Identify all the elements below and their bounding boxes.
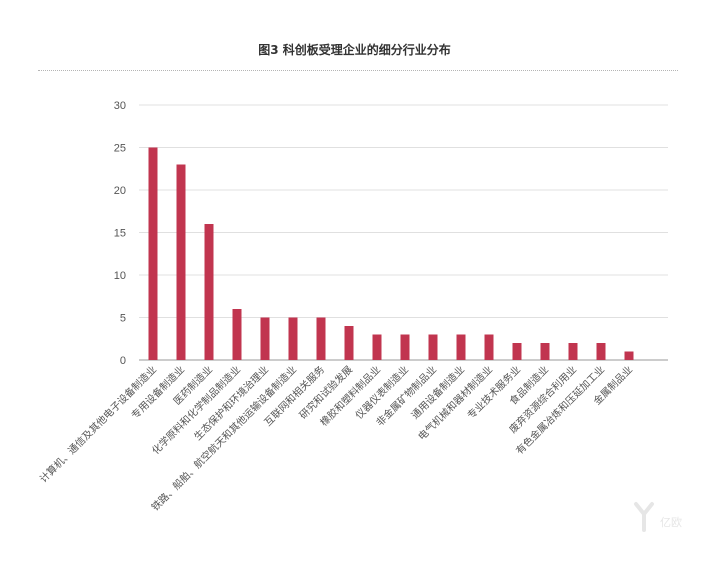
bar bbox=[260, 317, 270, 360]
bar bbox=[148, 147, 158, 360]
bar bbox=[428, 334, 438, 360]
y-tick-label: 25 bbox=[114, 143, 126, 155]
chart-title: 图3 科创板受理企业的细分行业分布 bbox=[258, 43, 451, 57]
y-tick-label: 20 bbox=[114, 185, 126, 197]
bar bbox=[484, 334, 494, 360]
svg-text:亿欧: 亿欧 bbox=[660, 516, 682, 529]
title-divider bbox=[38, 70, 678, 71]
y-tick-label: 10 bbox=[114, 270, 126, 282]
bar bbox=[232, 309, 242, 360]
y-tick-label: 30 bbox=[114, 100, 126, 112]
bar bbox=[512, 343, 522, 360]
bar bbox=[624, 351, 634, 360]
bar bbox=[456, 334, 466, 360]
bar bbox=[344, 326, 354, 360]
watermark-logo: 亿欧 bbox=[634, 502, 682, 532]
bar bbox=[372, 334, 382, 360]
bar bbox=[596, 343, 606, 360]
bars bbox=[148, 147, 634, 360]
y-axis-ticks: 0 5 10 15 20 25 30 bbox=[114, 100, 126, 367]
gridlines bbox=[139, 104, 668, 361]
bar bbox=[176, 164, 186, 360]
bar bbox=[400, 334, 410, 360]
bar bbox=[288, 317, 298, 360]
x-tick-label: 计算机、通信及其他电子设备制造业 bbox=[37, 363, 159, 485]
bar bbox=[540, 343, 550, 360]
y-tick-label: 0 bbox=[120, 355, 126, 367]
bar bbox=[204, 224, 214, 360]
y-tick-label: 5 bbox=[120, 313, 126, 325]
y-tick-label: 15 bbox=[114, 228, 126, 240]
bar bbox=[568, 343, 578, 360]
x-axis-ticks: 计算机、通信及其他电子设备制造业专用设备制造业医药制造业化学原料和化学制品制造业… bbox=[37, 363, 635, 514]
bar bbox=[316, 317, 326, 360]
